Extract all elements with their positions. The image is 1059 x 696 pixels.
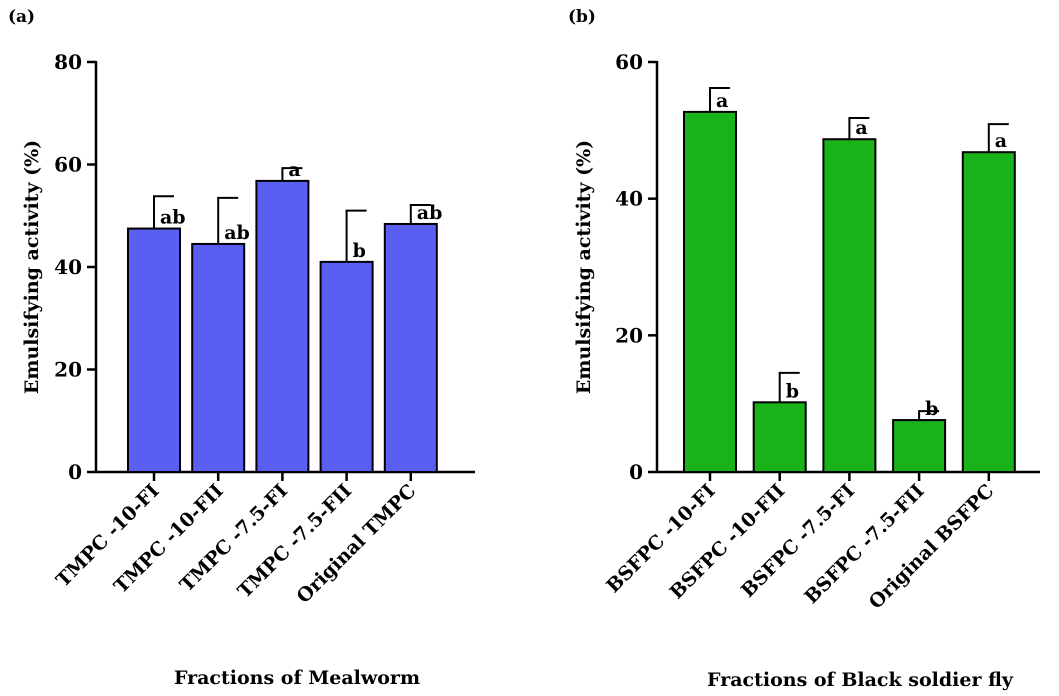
significance-label: ab [417,202,443,224]
x-tick-label: Original BSFPC [865,480,999,614]
significance-label: a [855,117,867,139]
significance-label: ab [224,222,250,244]
significance-label: a [995,130,1007,152]
bar [683,110,737,473]
x-tick-label: TMPC -10-FII [110,480,228,598]
y-tick-label: 80 [54,50,82,74]
bar [961,151,1016,473]
x-axis-title: Fractions of Mealworm [174,667,420,689]
y-axis-title: Emulsifying activity (%) [573,140,595,394]
significance-label: b [925,398,938,420]
significance-label: ab [160,207,186,229]
x-tick-label: TMPC -7.5-FI [176,480,292,596]
x-tick-label: BSFPC -7.5-FII [800,480,928,608]
bar [191,242,246,473]
chart-panel-b: (b) 0 20 40 60 Emulsifying activity (%) a BSFPC… [568,7,1040,691]
bar [892,419,947,474]
y-tick-label: 40 [615,187,643,211]
y-tick-label: 60 [615,50,643,74]
significance-label: b [786,380,799,402]
bar [822,138,877,473]
y-tick-label: 0 [68,460,82,484]
panel-label-a: (a) [8,7,35,27]
panel-label-b: (b) [568,7,596,27]
x-tick-label: TMPC -7.5-FII [234,480,357,603]
y-tick-label: 40 [54,255,82,279]
bar [383,222,438,473]
significance-label: a [288,159,300,181]
y-axis-title: Emulsifying activity (%) [21,140,43,394]
bar [127,227,181,473]
bar [752,401,807,473]
significance-label: b [353,240,366,262]
y-tick-label: 0 [629,460,643,484]
bar [255,179,310,473]
significance-label: a [716,90,728,112]
y-tick-label: 60 [54,153,82,177]
bar [319,260,374,473]
y-tick-label: 20 [54,358,82,382]
y-tick-label: 20 [615,323,643,347]
x-tick-label: Original TMPC [292,480,420,608]
x-axis-title: Fractions of Black soldier fly [707,669,1014,691]
